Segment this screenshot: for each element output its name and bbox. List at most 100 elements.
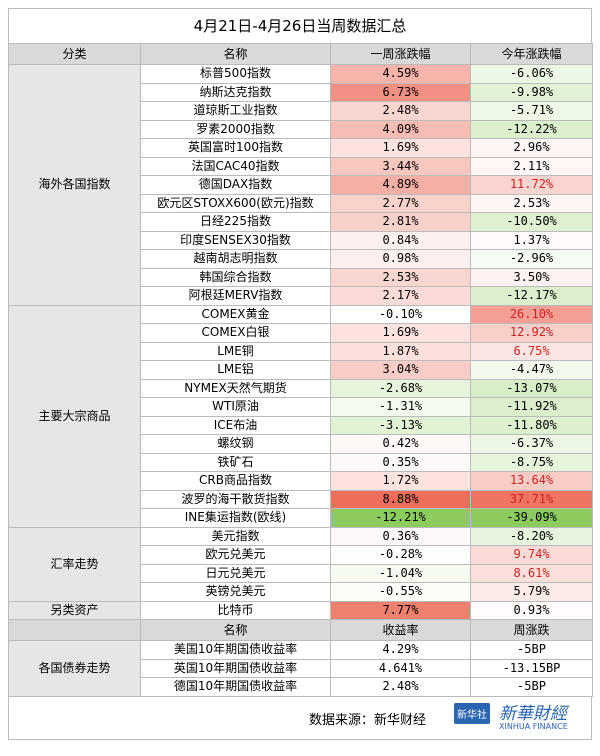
- value-cell: -6.06%: [470, 64, 593, 84]
- name-cell: 英国10年期国债收益率: [140, 658, 331, 678]
- value-cell: -1.31%: [330, 397, 471, 417]
- bond-row: 德国10年期国债收益率 2.48% -5BP: [9, 677, 593, 697]
- source: 数据来源：新华财经: [309, 712, 427, 728]
- logo-english: XINHUA FINANCE: [499, 721, 568, 731]
- value-cell: 26.10%: [470, 304, 593, 324]
- data-row: 阿根廷MERV指数 2.17% -12.17%: [9, 286, 593, 306]
- category-cell: 汇率走势: [8, 526, 141, 602]
- value-cell: 8.88%: [330, 489, 471, 509]
- name-cell: 欧元兑美元: [140, 545, 331, 565]
- name-cell: 波罗的海干散货指数: [140, 489, 331, 509]
- value-cell: -12.21%: [330, 508, 471, 528]
- value-cell: -5BP: [470, 640, 593, 660]
- category-cell: 主要大宗商品: [8, 304, 141, 528]
- value-cell: 3.44%: [330, 156, 471, 176]
- value-cell: 2.48%: [330, 677, 471, 697]
- value-cell: -13.15BP: [470, 658, 593, 678]
- data-row: 罗素2000指数 4.09% -12.22%: [9, 119, 593, 139]
- value-cell: 0.35%: [330, 452, 471, 472]
- name-cell: CRB商品指数: [140, 471, 331, 491]
- data-row: ICE布油 -3.13% -11.80%: [9, 415, 593, 435]
- category-cell: 海外各国指数: [8, 64, 141, 306]
- category-cell: 各国债券走势: [8, 640, 141, 697]
- name-cell: 铁矿石: [140, 452, 331, 472]
- value-cell: 11.72%: [470, 175, 593, 195]
- name-cell: COMEX白银: [140, 323, 331, 343]
- data-row: 英镑兑美元 -0.55% 5.79%: [9, 582, 593, 602]
- name-cell: 日元兑美元: [140, 563, 331, 583]
- data-row: 印度SENSEX30指数 0.84% 1.37%: [9, 230, 593, 250]
- value-cell: 2.53%: [330, 267, 471, 287]
- name-cell: INE集运指数(欧线): [140, 508, 331, 528]
- data-row: CRB商品指数 1.72% 13.64%: [9, 471, 593, 491]
- footer: 数据来源：新华财经 新华社 新華財經 XINHUA FINANCE: [8, 696, 592, 740]
- data-row: 日经225指数 2.81% -10.50%: [9, 212, 593, 232]
- value-cell: 2.48%: [330, 101, 471, 121]
- value-cell: -39.09%: [470, 508, 593, 528]
- value-cell: 9.74%: [470, 545, 593, 565]
- value-cell: 5.79%: [470, 582, 593, 602]
- value-cell: -12.22%: [470, 119, 593, 139]
- category-cell: 另类资产: [8, 600, 141, 620]
- name-cell: 英镑兑美元: [140, 582, 331, 602]
- value-cell: -11.92%: [470, 397, 593, 417]
- header-cell: 名称: [140, 619, 331, 641]
- data-row: 英国富时100指数 1.69% 2.96%: [9, 138, 593, 158]
- value-cell: 4.59%: [330, 64, 471, 84]
- name-cell: 标普500指数: [140, 64, 331, 84]
- value-cell: -6.37%: [470, 434, 593, 454]
- data-row: COMEX白银 1.69% 12.92%: [9, 323, 593, 343]
- value-cell: 13.64%: [470, 471, 593, 491]
- value-cell: -13.07%: [470, 378, 593, 398]
- header-cell: 一周涨跌幅: [330, 43, 471, 65]
- name-cell: WTI原油: [140, 397, 331, 417]
- value-cell: -9.98%: [470, 82, 593, 102]
- value-cell: 6.73%: [330, 82, 471, 102]
- name-cell: NYMEX天然气期货: [140, 378, 331, 398]
- value-cell: 0.36%: [330, 526, 471, 546]
- header-cell: 今年涨跌幅: [470, 43, 593, 65]
- name-cell: ICE布油: [140, 415, 331, 435]
- name-cell: 比特币: [140, 600, 331, 620]
- value-cell: 4.09%: [330, 119, 471, 139]
- header-cell: 名称: [140, 43, 331, 65]
- value-cell: 12.92%: [470, 323, 593, 343]
- data-table: 分类 名称 一周涨跌幅 今年涨跌幅 海外各国指数 标普500指数 4.59% -6.06% 纳斯…: [8, 43, 593, 697]
- logo-badge: 新华社: [454, 702, 490, 724]
- value-cell: -10.50%: [470, 212, 593, 232]
- value-cell: 1.87%: [330, 341, 471, 361]
- name-cell: 阿根廷MERV指数: [140, 286, 331, 306]
- data-row: WTI原油 -1.31% -11.92%: [9, 397, 593, 417]
- value-cell: 0.98%: [330, 249, 471, 269]
- value-cell: 4.29%: [330, 640, 471, 660]
- bond-row: 各国债券走势 美国10年期国债收益率 4.29% -5BP: [8, 640, 593, 697]
- name-cell: LME铜: [140, 341, 331, 361]
- value-cell: 2.11%: [470, 156, 593, 176]
- name-cell: 道琼斯工业指数: [140, 101, 331, 121]
- value-cell: 0.84%: [330, 230, 471, 250]
- value-cell: -8.75%: [470, 452, 593, 472]
- data-row: 主要大宗商品 COMEX黄金 -0.10% 26.10%: [8, 304, 593, 528]
- name-cell: 美国10年期国债收益率: [140, 640, 331, 660]
- data-row: 欧元兑美元 -0.28% 9.74%: [9, 545, 593, 565]
- value-cell: 2.53%: [470, 193, 593, 213]
- value-cell: -2.96%: [470, 249, 593, 269]
- value-cell: 1.72%: [330, 471, 471, 491]
- value-cell: 4.89%: [330, 175, 471, 195]
- name-cell: 纳斯达克指数: [140, 82, 331, 102]
- value-cell: -12.17%: [470, 286, 593, 306]
- value-cell: -2.68%: [330, 378, 471, 398]
- header-cell: 周涨跌: [470, 619, 593, 641]
- value-cell: 3.50%: [470, 267, 593, 287]
- title: 4月21日-4月26日当周数据汇总: [8, 8, 592, 43]
- name-cell: 越南胡志明指数: [140, 249, 331, 269]
- data-row: 波罗的海干散货指数 8.88% 37.71%: [9, 489, 593, 509]
- header-row: 分类 名称 一周涨跌幅 今年涨跌幅: [8, 43, 593, 65]
- name-cell: 日经225指数: [140, 212, 331, 232]
- value-cell: -1.04%: [330, 563, 471, 583]
- name-cell: 螺纹钢: [140, 434, 331, 454]
- report: 4月21日-4月26日当周数据汇总 分类 名称 一周涨跌幅 今年涨跌幅 海外各国指数 标普…: [8, 8, 593, 740]
- data-row: 汇率走势 美元指数 0.36% -8.20%: [8, 526, 593, 602]
- value-cell: -0.28%: [330, 545, 471, 565]
